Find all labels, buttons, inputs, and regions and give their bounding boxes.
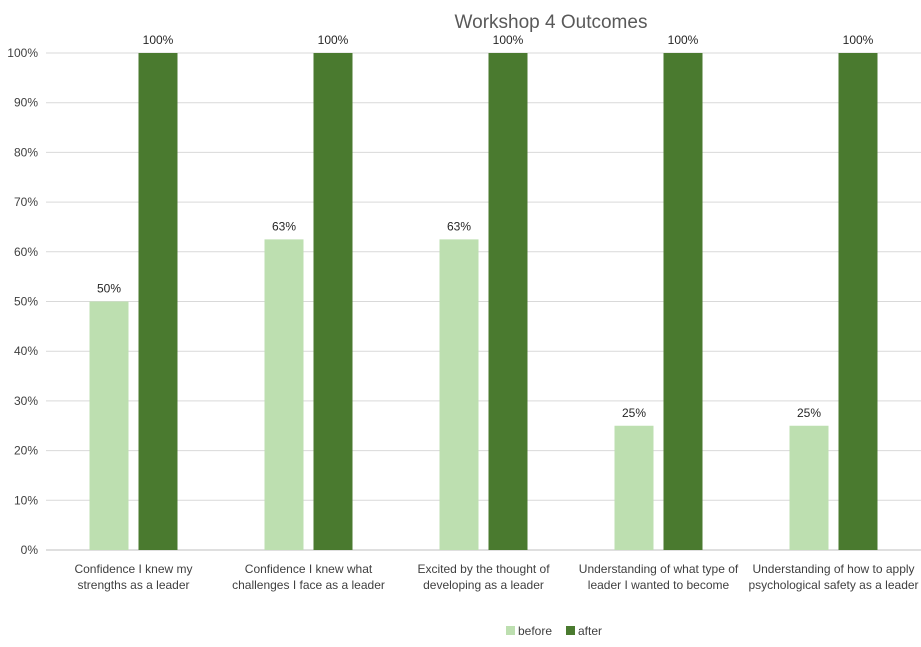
category-label: Understanding of what type of: [579, 562, 739, 576]
data-label: 63%: [447, 219, 471, 233]
data-label: 25%: [797, 406, 821, 420]
legend: before after: [506, 624, 602, 638]
data-labels: 50% 100% 63% 100% 63% 100% 25% 100% 25% 100%: [97, 33, 874, 420]
data-label: 100%: [318, 33, 349, 47]
data-label: 100%: [668, 33, 699, 47]
category-label: leader I wanted to become: [588, 578, 730, 592]
category-label: Understanding of how to apply: [752, 562, 914, 576]
category-label: Confidence I knew my: [74, 562, 192, 576]
gridlines: [46, 52, 921, 551]
y-tick-label: 30%: [14, 394, 38, 408]
data-label: 100%: [843, 33, 874, 47]
category-label: Confidence I knew what: [245, 562, 373, 576]
y-tick-label: 100%: [7, 46, 38, 60]
bar-after: [838, 53, 878, 550]
bar-after: [663, 53, 703, 550]
bar-before: [789, 425, 829, 550]
category-label: challenges I face as a leader: [232, 578, 385, 592]
category-label: Excited by the thought of: [417, 562, 550, 576]
category-label: developing as a leader: [423, 578, 544, 592]
y-tick-label: 20%: [14, 444, 38, 458]
legend-label-after: after: [578, 624, 602, 638]
bar-after: [138, 53, 178, 550]
y-tick-label: 60%: [14, 245, 38, 259]
chart-title: Workshop 4 Outcomes: [455, 12, 648, 33]
y-axis-ticks: 0% 10% 20% 30% 40% 50% 60% 70% 80% 90% 100%: [7, 46, 38, 557]
y-tick-label: 40%: [14, 344, 38, 358]
category-label: strengths as a leader: [77, 578, 189, 592]
data-label: 100%: [493, 33, 524, 47]
data-label: 63%: [272, 219, 296, 233]
bar-after: [313, 53, 353, 550]
y-tick-label: 50%: [14, 295, 38, 309]
y-tick-label: 70%: [14, 195, 38, 209]
bar-before: [89, 301, 129, 550]
y-tick-label: 10%: [14, 493, 38, 507]
legend-label-before: before: [518, 624, 552, 638]
data-label: 25%: [622, 406, 646, 420]
data-label: 100%: [143, 33, 174, 47]
legend-swatch-before: [506, 626, 515, 635]
bar-after: [488, 53, 528, 550]
bars: [89, 53, 878, 550]
data-label: 50%: [97, 282, 121, 296]
y-tick-label: 80%: [14, 145, 38, 159]
category-label: psychological safety as a leader: [748, 578, 918, 592]
bar-before: [439, 239, 479, 550]
x-axis-categories: Confidence I knew my strengths as a leade…: [74, 562, 918, 592]
y-tick-label: 90%: [14, 96, 38, 110]
y-tick-label: 0%: [21, 543, 39, 557]
bar-before: [264, 239, 304, 550]
legend-swatch-after: [566, 626, 575, 635]
bar-before: [614, 425, 654, 550]
